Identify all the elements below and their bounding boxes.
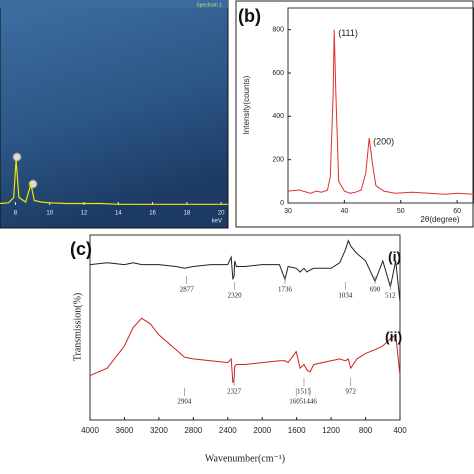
- annotation: (111): [338, 28, 358, 38]
- data-line: [0, 159, 228, 205]
- x-tick-label: 1600: [288, 426, 306, 435]
- peak-label: 2877: [180, 286, 195, 294]
- peak-label: 1515: [297, 388, 312, 396]
- x-axis-label: 2θ(degree): [420, 215, 459, 224]
- x-tick-label: 10: [46, 211, 53, 217]
- x-tick-label: 3600: [116, 426, 134, 435]
- data-line: [89, 239, 401, 302]
- x-tick-label: 800: [359, 426, 373, 435]
- x-tick-label: 20: [218, 211, 225, 217]
- x-tick-label: 2800: [184, 426, 202, 435]
- peak-label: 1605: [289, 398, 304, 406]
- peak-label: 1446: [303, 398, 318, 406]
- x-tick-label: 16: [149, 211, 156, 217]
- data-line: [287, 29, 474, 195]
- y-tick-label: 600: [272, 70, 284, 77]
- x-tick-label: 3200: [150, 426, 168, 435]
- panel-b-frame: [235, 0, 474, 228]
- panel-title: (c): [70, 239, 92, 259]
- peak-label: 1736: [278, 286, 293, 294]
- series-label: (i): [388, 249, 401, 265]
- x-tick-label: 60: [453, 208, 461, 215]
- panel-a-background: [0, 0, 229, 229]
- series-label: (ii): [385, 329, 402, 345]
- x-tick-label: 1200: [322, 426, 340, 435]
- panel-title: (b): [238, 6, 261, 26]
- data-line: [89, 317, 401, 384]
- plot-frame-b: [287, 7, 474, 204]
- x-tick-label: 8: [14, 211, 18, 217]
- y-tick-label: 0: [280, 200, 284, 207]
- x-tick-label: 2400: [219, 426, 237, 435]
- peak-label: 690: [370, 286, 381, 294]
- x-tick-label: 14: [115, 211, 122, 217]
- plot-frame-c: [89, 234, 401, 421]
- peak-label: 2320: [228, 292, 243, 300]
- x-axis-label: Wavenumber(cm⁻¹): [205, 453, 285, 464]
- spectrum-title: Spectrum 1: [196, 2, 222, 8]
- peak-label: 2904: [177, 398, 192, 406]
- y-axis-label: Intensity(counts): [242, 75, 251, 134]
- x-tick-label: 12: [81, 211, 88, 217]
- y-tick-label: 200: [272, 157, 284, 164]
- x-tick-label: 40: [340, 208, 348, 215]
- peak-label: 512: [385, 292, 396, 300]
- peak-label: 1034: [338, 292, 353, 300]
- x-tick-label: 50: [397, 208, 405, 215]
- x-axis-label: keV: [212, 219, 222, 225]
- panel-a-header: [0, 0, 228, 8]
- y-tick-label: 400: [272, 113, 284, 120]
- peak-label: 2327: [227, 388, 242, 396]
- x-tick-label: 2000: [253, 426, 271, 435]
- y-axis-label: Transmission(%): [72, 293, 83, 362]
- annotation: (200): [373, 136, 394, 146]
- x-tick-label: 18: [184, 211, 191, 217]
- x-tick-label: 400: [393, 426, 407, 435]
- y-tick-label: 800: [272, 27, 284, 34]
- peak-marker: [12, 152, 22, 162]
- peak-label: 972: [345, 388, 356, 396]
- x-tick-label: 30: [284, 208, 292, 215]
- x-tick-label: 4000: [81, 426, 99, 435]
